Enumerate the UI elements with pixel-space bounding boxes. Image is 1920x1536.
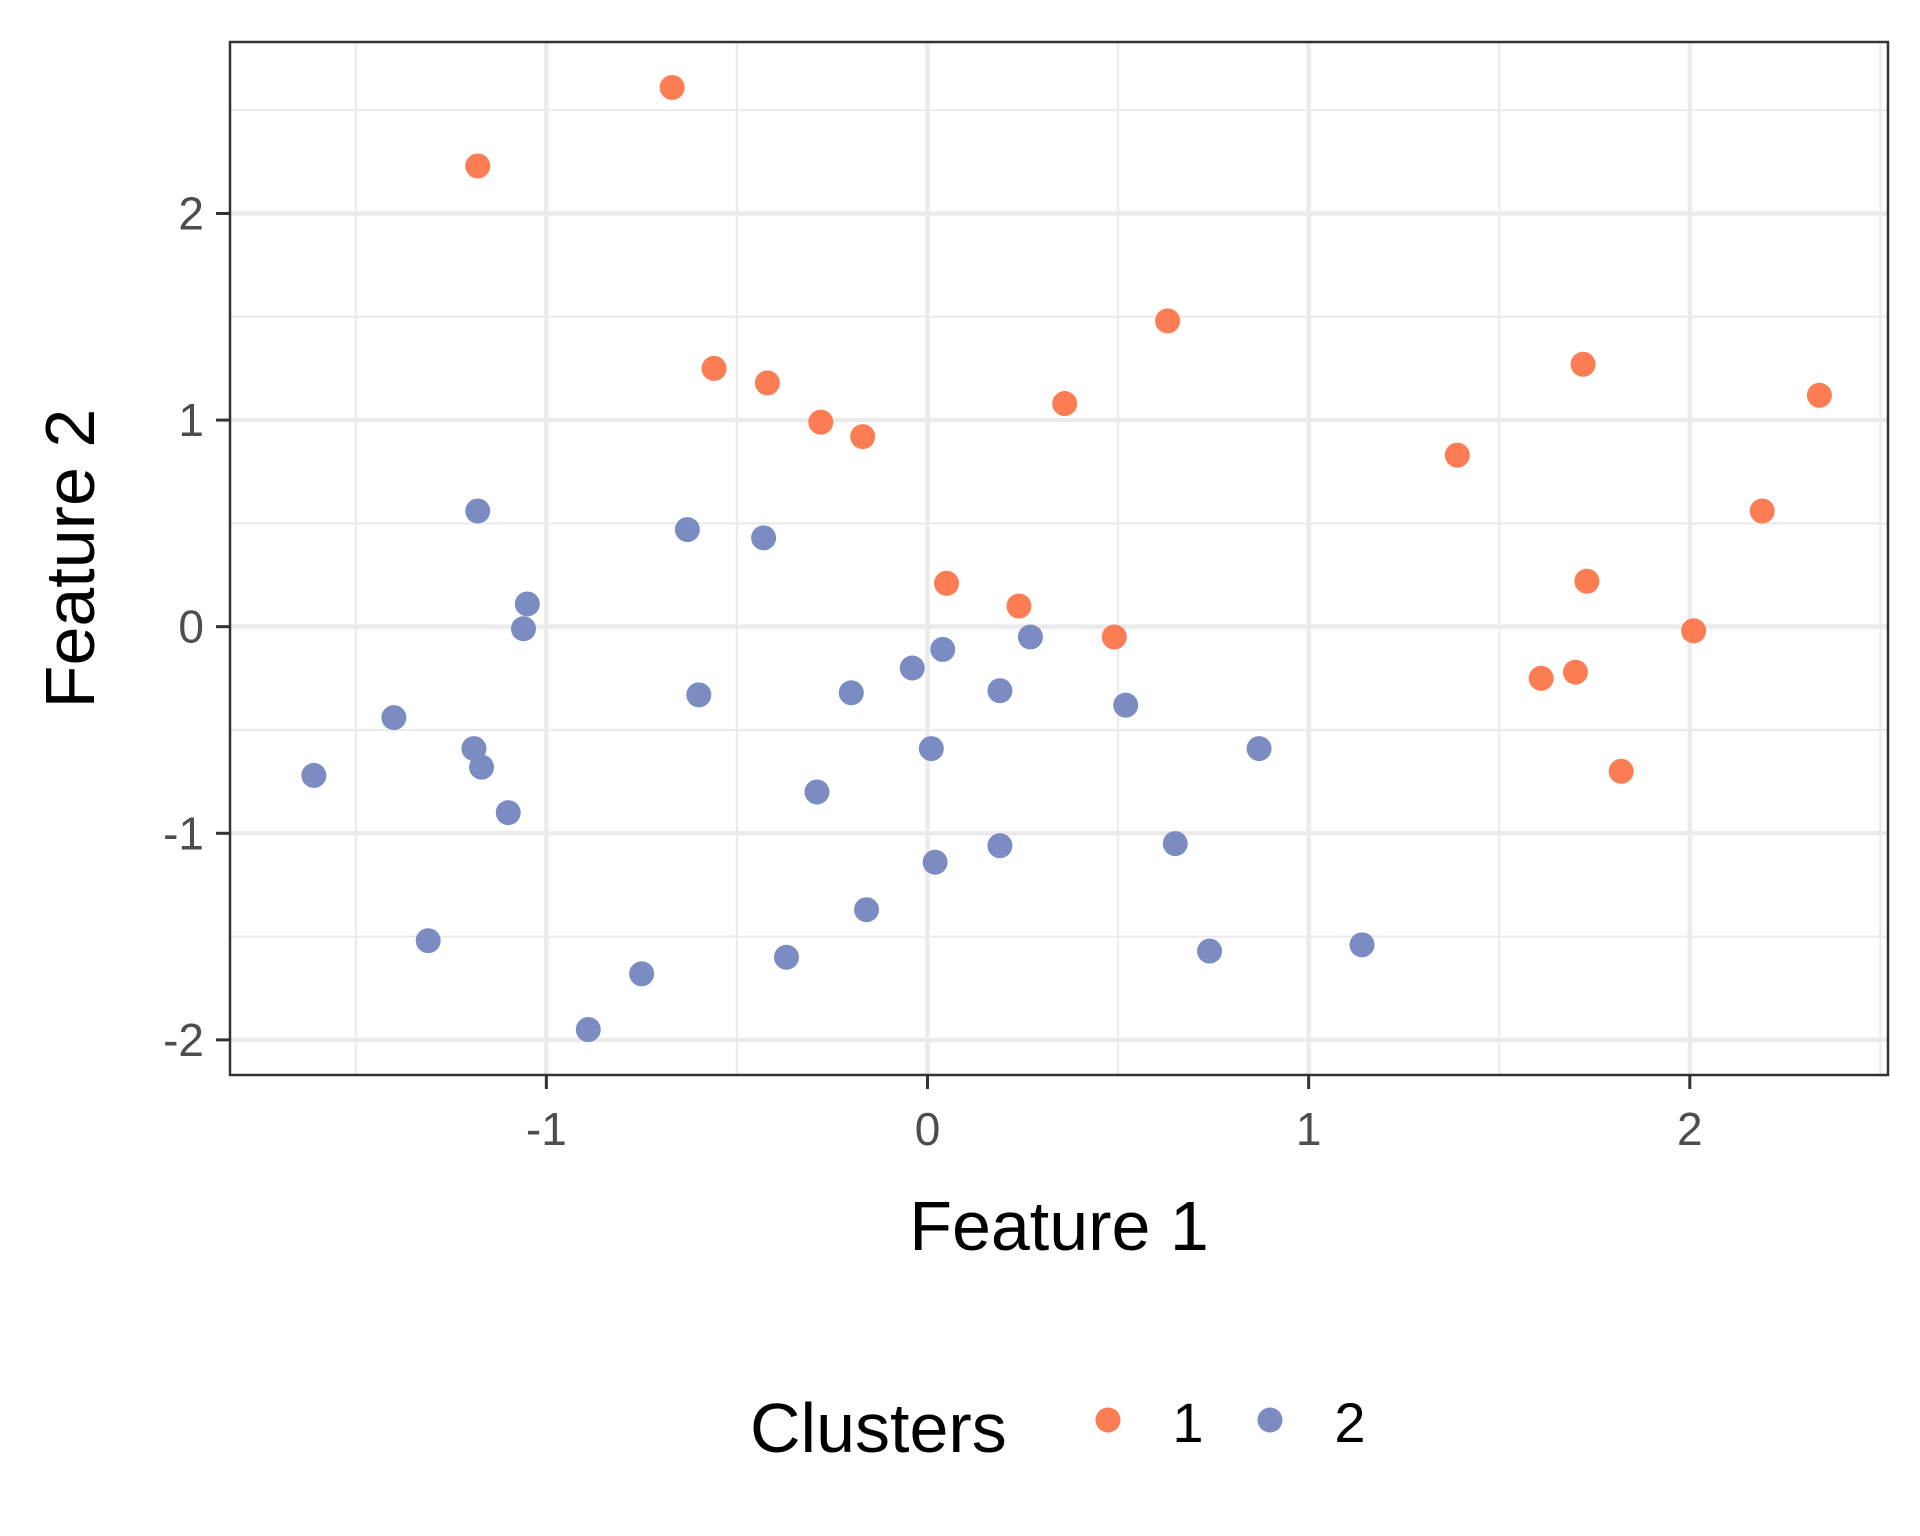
data-point-cluster-2 <box>922 849 948 875</box>
data-point-cluster-1 <box>1052 391 1078 417</box>
y-axis-title: Feature 2 <box>31 409 109 709</box>
data-point-cluster-2 <box>918 736 944 762</box>
data-point-cluster-1 <box>465 153 491 179</box>
data-point-cluster-2 <box>1246 736 1272 762</box>
data-point-cluster-2 <box>301 762 327 788</box>
data-point-cluster-2 <box>514 591 540 617</box>
data-point-cluster-1 <box>850 424 876 450</box>
data-point-cluster-2 <box>899 655 925 681</box>
x-tick-label: -1 <box>526 1103 567 1155</box>
data-point-cluster-1 <box>1444 442 1470 468</box>
data-point-cluster-1 <box>1806 382 1832 408</box>
data-point-cluster-2 <box>465 498 491 524</box>
data-point-cluster-1 <box>1101 624 1127 650</box>
data-point-cluster-2 <box>751 525 777 551</box>
data-point-cluster-2 <box>381 705 407 731</box>
data-point-cluster-2 <box>1113 692 1139 718</box>
data-point-cluster-2 <box>1349 932 1375 958</box>
data-point-cluster-2 <box>838 680 864 706</box>
data-point-cluster-2 <box>1197 938 1223 964</box>
data-points <box>301 74 1832 1043</box>
x-tick-label: 2 <box>1677 1103 1703 1155</box>
data-point-cluster-1 <box>1749 498 1775 524</box>
legend-label-cluster-2: 2 <box>1334 1391 1365 1454</box>
data-point-cluster-2 <box>773 944 799 970</box>
data-point-cluster-2 <box>987 678 1013 704</box>
data-point-cluster-1 <box>1681 618 1707 644</box>
y-tick-label: 1 <box>178 394 204 446</box>
legend-title: Clusters <box>750 1389 1007 1467</box>
data-point-cluster-1 <box>701 355 727 381</box>
data-point-cluster-2 <box>930 636 956 662</box>
data-point-cluster-1 <box>808 409 834 435</box>
data-point-cluster-2 <box>854 897 880 923</box>
data-point-cluster-2 <box>1162 831 1188 857</box>
data-point-cluster-2 <box>575 1017 601 1043</box>
data-point-cluster-2 <box>469 754 495 780</box>
data-point-cluster-1 <box>1608 758 1634 784</box>
grid-lines <box>230 42 1888 1075</box>
data-point-cluster-1 <box>1528 665 1554 691</box>
data-point-cluster-1 <box>1574 568 1600 594</box>
legend-swatch-cluster-2 <box>1257 1407 1283 1433</box>
data-point-cluster-1 <box>1006 593 1032 619</box>
data-point-cluster-2 <box>674 517 700 543</box>
data-point-cluster-2 <box>987 833 1013 859</box>
data-point-cluster-1 <box>1562 659 1588 685</box>
x-tick-label: 0 <box>915 1103 941 1155</box>
x-tick-label: 1 <box>1296 1103 1322 1155</box>
data-point-cluster-2 <box>686 682 712 708</box>
y-tick-label: -1 <box>163 807 204 859</box>
y-tick-label: 2 <box>178 187 204 239</box>
data-point-cluster-1 <box>1570 351 1596 377</box>
tick-labels: -1 0 1 2 -2 -1 0 1 2 <box>163 187 1703 1155</box>
data-point-cluster-2 <box>804 779 830 805</box>
data-point-cluster-2 <box>629 961 655 987</box>
data-point-cluster-2 <box>510 616 536 642</box>
data-point-cluster-2 <box>495 800 521 826</box>
data-point-cluster-1 <box>754 370 780 396</box>
data-point-cluster-1 <box>659 74 685 100</box>
data-point-cluster-1 <box>1155 308 1181 334</box>
axis-ticks <box>216 211 1692 1089</box>
legend-label-cluster-1: 1 <box>1172 1391 1203 1454</box>
data-point-cluster-2 <box>415 928 441 954</box>
y-tick-label: 0 <box>178 601 204 653</box>
y-tick-label: -2 <box>163 1014 204 1066</box>
x-axis-title: Feature 1 <box>909 1187 1209 1265</box>
panel-border <box>228 40 1890 1077</box>
legend-swatch-cluster-1 <box>1095 1407 1121 1433</box>
data-point-cluster-2 <box>1017 624 1043 650</box>
data-point-cluster-1 <box>934 570 960 596</box>
